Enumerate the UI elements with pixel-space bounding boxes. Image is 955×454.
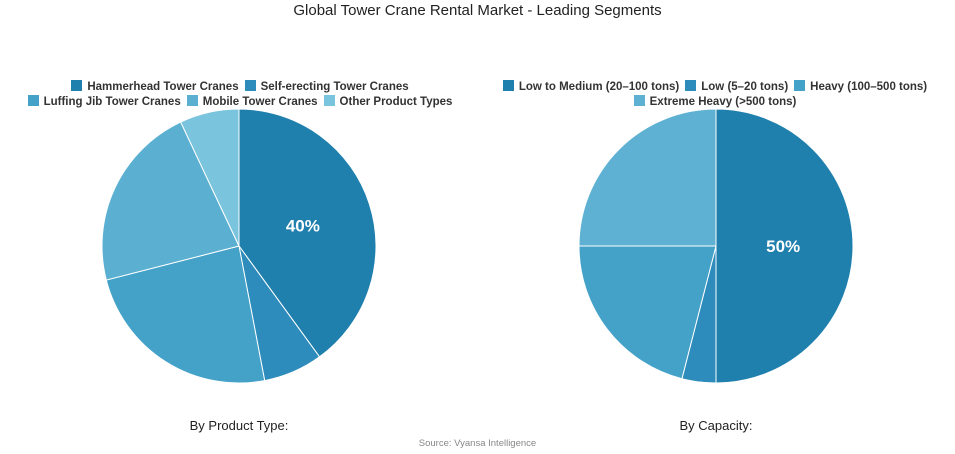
pie-slice	[105, 245, 266, 384]
legend-swatch	[685, 80, 697, 91]
legend-item: Mobile Tower Cranes	[186, 95, 318, 110]
legend-label: Luffing Jib Tower Cranes	[43, 96, 181, 108]
pie-slice	[578, 245, 717, 380]
pie-slice	[101, 121, 240, 281]
legend-label: Extreme Heavy (>500 tons)	[649, 96, 797, 108]
source-note: Source: Vyansa Intelligence	[418, 438, 537, 449]
legend-label: Heavy (100–500 tons)	[810, 81, 928, 93]
legend-item: Extreme Heavy (>500 tons)	[633, 95, 797, 110]
legend-item: Hammerhead Tower Cranes	[71, 80, 239, 95]
pie-slice	[578, 108, 717, 247]
subtitle-product-type: By Product Type:	[189, 418, 289, 433]
legend-label: Self-erecting Tower Cranes	[260, 81, 409, 93]
legend-label: Low (5–20 tons)	[701, 81, 789, 93]
legend-swatch	[323, 95, 335, 106]
legend-swatch	[794, 80, 806, 91]
legend-swatch	[71, 80, 83, 91]
pie-slice	[715, 108, 854, 384]
pie-slice	[180, 108, 240, 247]
legend-item: Other Product Types	[323, 95, 453, 110]
legend-label: Other Product Types	[339, 96, 453, 108]
legend-label: Mobile Tower Cranes	[202, 96, 318, 108]
legend-item: Low to Medium (20–100 tons)	[502, 80, 680, 95]
legend-capacity: Low to Medium (20–100 tons) Low (5–20 ton…	[485, 80, 945, 110]
legend-label: Hammerhead Tower Cranes	[87, 81, 239, 93]
legend-item: Heavy (100–500 tons)	[794, 80, 927, 95]
subtitle-capacity: By Capacity:	[679, 418, 753, 433]
legend-swatch	[27, 95, 39, 106]
legend-item: Low (5–20 tons)	[685, 80, 788, 95]
legend-swatch	[244, 80, 256, 91]
chart-title: Global Tower Crane Rental Market - Leadi…	[293, 2, 662, 19]
pie-slice	[238, 108, 377, 358]
pie-data-label: 50%	[766, 237, 800, 256]
pie-data-label: 40%	[286, 216, 320, 235]
legend-product-type: Hammerhead Tower Cranes Self-erecting Tow…	[20, 80, 460, 110]
legend-swatch	[186, 95, 198, 106]
legend-swatch	[502, 80, 514, 91]
legend-swatch	[633, 95, 645, 106]
legend-label: Low to Medium (20–100 tons)	[518, 81, 680, 93]
legend-item: Luffing Jib Tower Cranes	[27, 95, 181, 110]
legend-item: Self-erecting Tower Cranes	[244, 80, 409, 95]
